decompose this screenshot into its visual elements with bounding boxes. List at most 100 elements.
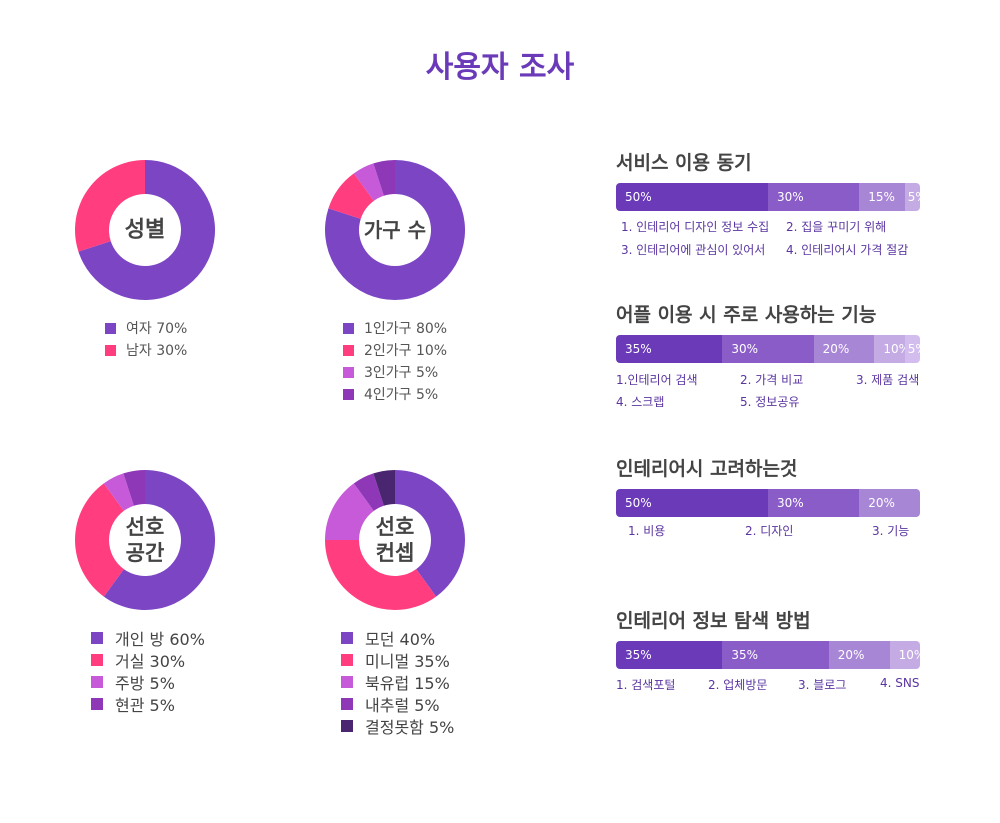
bar-option-4: 4. 인테리어시 가격 절감 <box>786 243 909 257</box>
legend-label: 3인가구 5% <box>364 365 439 381</box>
bar-option-4: 4. 스크랩 <box>616 395 665 409</box>
legend-swatch <box>343 366 354 378</box>
legend-preferred-concept: 모던 40% 미니멀 35% 북유럽 15% 내추럴 5% 결정못함 5% <box>341 627 454 737</box>
bar-option-2: 2. 집을 꾸미기 위해 <box>786 220 887 234</box>
bar-option-3: 3. 제품 검색 <box>856 373 920 387</box>
donut-slice-0 <box>325 160 465 300</box>
legend-item: 내추럴 5% <box>341 693 454 715</box>
bar-option-1: 1.인테리어 검색 <box>616 373 698 387</box>
donut-slice-3 <box>123 470 145 506</box>
bar-option-2: 2. 가격 비교 <box>740 373 804 387</box>
bar-option-1: 1. 검색포털 <box>616 678 676 692</box>
legend-swatch <box>341 654 353 666</box>
donut-slice-1 <box>328 173 374 219</box>
legend-item: 남자 30% <box>105 339 187 361</box>
legend-item: 2인가구 10% <box>343 339 447 361</box>
legend-item: 현관 5% <box>91 693 205 715</box>
donut-slice-3 <box>373 160 395 196</box>
legend-item: 여자 70% <box>105 317 187 339</box>
legend-item: 1인가구 80% <box>343 317 447 339</box>
legend-swatch <box>105 344 116 356</box>
bar-segment-1: 35% <box>722 641 829 669</box>
legend-label: 4인가구 5% <box>364 387 439 403</box>
legend-item: 개인 방 60% <box>91 627 205 649</box>
bar-segment-2: 20% <box>859 489 920 517</box>
donut-slice-0 <box>103 470 215 610</box>
bar-track: 35%35%20%10% <box>616 641 920 669</box>
bar-segment-0: 50% <box>616 183 768 211</box>
bar-segment-0: 35% <box>616 641 723 669</box>
bar-option-1: 1. 인테리어 디자인 정보 수집 <box>621 220 770 234</box>
bar-segment-2: 15% <box>859 183 905 211</box>
legend-swatch <box>105 322 116 334</box>
legend-label: 결정못함 5% <box>365 718 455 737</box>
bar-segment-3: 5% <box>904 183 920 211</box>
legend-item: 북유럽 15% <box>341 671 454 693</box>
donut-slice-3 <box>353 473 384 511</box>
legend-household: 1인가구 80% 2인가구 10% 3인가구 5% 4인가구 5% <box>343 317 447 405</box>
donut-slice-2 <box>325 483 374 540</box>
legend-swatch <box>91 698 103 710</box>
legend-label: 미니멀 35% <box>365 652 450 671</box>
legend-label: 거실 30% <box>115 652 186 671</box>
legend-swatch <box>341 698 353 710</box>
legend-swatch <box>341 676 353 688</box>
legend-label: 2인가구 10% <box>364 343 448 359</box>
legend-swatch <box>343 344 354 356</box>
legend-label: 1인가구 80% <box>364 321 448 337</box>
donut-slice-0 <box>78 160 215 300</box>
legend-preferred-space: 개인 방 60% 거실 30% 주방 5% 현관 5% <box>91 627 205 715</box>
donut-household: 가구 수 <box>325 160 465 300</box>
bar-segment-1: 30% <box>722 335 814 363</box>
donut-center-label: 공간 <box>126 541 165 565</box>
bar-title: 어플 이용 시 주로 사용하는 기능 <box>616 304 877 326</box>
donut-center-label: 가구 수 <box>364 218 426 242</box>
donut-slice-2 <box>353 163 384 201</box>
bar-segment-4: 5% <box>904 335 920 363</box>
bar-segment-0: 50% <box>616 489 768 517</box>
bar-interior-consideration: 인테리어시 고려하는것 50% 30% 20% 1. 비용 2. 디자인 3. 기능 <box>616 454 920 544</box>
legend-swatch <box>91 654 103 666</box>
donut-slice-0 <box>395 470 465 597</box>
legend-item: 4인가구 5% <box>343 383 447 405</box>
donut-center-label: 선호 <box>376 515 415 539</box>
bar-service-motive: 서비스 이용 동기 50%30%15%5% 1. 인테리어 디자인 정보 수집 2… <box>616 148 920 260</box>
legend-swatch <box>91 632 103 644</box>
legend-swatch <box>91 676 103 688</box>
legend-label: 현관 5% <box>115 696 175 715</box>
legend-label: 여자 70% <box>126 321 188 337</box>
legend-label: 남자 30% <box>126 343 188 359</box>
bar-info-search-method: 인테리어 정보 탐색 방법 35%35%20%10% 1. 검색포털 2. 업체방… <box>616 606 920 696</box>
bar-option-3: 3. 인테리어에 관심이 있어서 <box>621 243 766 257</box>
bar-segment-3: 10% <box>889 641 920 669</box>
bar-title: 서비스 이용 동기 <box>616 152 752 174</box>
bar-option-5: 5. 정보공유 <box>740 395 800 409</box>
legend-swatch <box>341 632 353 644</box>
donut-preferred-space: 선호 공간 <box>75 470 215 610</box>
donut-slice-2 <box>103 473 134 511</box>
bar-option-3: 3. 블로그 <box>798 678 847 692</box>
bar-app-features: 어플 이용 시 주로 사용하는 기능 35%30%20%10%5% 1.인테리어… <box>616 300 920 412</box>
legend-label: 모던 40% <box>365 630 436 649</box>
donut-slice-1 <box>75 160 145 252</box>
legend-item: 모던 40% <box>341 627 454 649</box>
bar-option-2: 2. 업체방문 <box>708 678 768 692</box>
bar-option-3: 3. 기능 <box>872 524 910 538</box>
legend-item: 주방 5% <box>91 671 205 693</box>
donut-slice-1 <box>325 540 437 610</box>
page-title: 사용자 조사 <box>425 50 575 85</box>
bar-title: 인테리어 정보 탐색 방법 <box>616 610 811 632</box>
bar-option-2: 2. 디자인 <box>745 524 794 538</box>
donut-center-label: 성별 <box>125 218 165 243</box>
legend-swatch <box>343 388 354 400</box>
donut-slice-4 <box>373 470 395 506</box>
legend-swatch <box>343 322 354 334</box>
legend-label: 내추럴 5% <box>365 696 440 715</box>
legend-swatch <box>341 720 353 732</box>
bar-option-4: 4. SNS <box>880 676 920 690</box>
legend-item: 거실 30% <box>91 649 205 671</box>
bar-option-1: 1. 비용 <box>628 524 666 538</box>
legend-item: 미니멀 35% <box>341 649 454 671</box>
bar-track: 35%30%20%10%5% <box>616 335 920 363</box>
legend-label: 주방 5% <box>115 674 175 693</box>
